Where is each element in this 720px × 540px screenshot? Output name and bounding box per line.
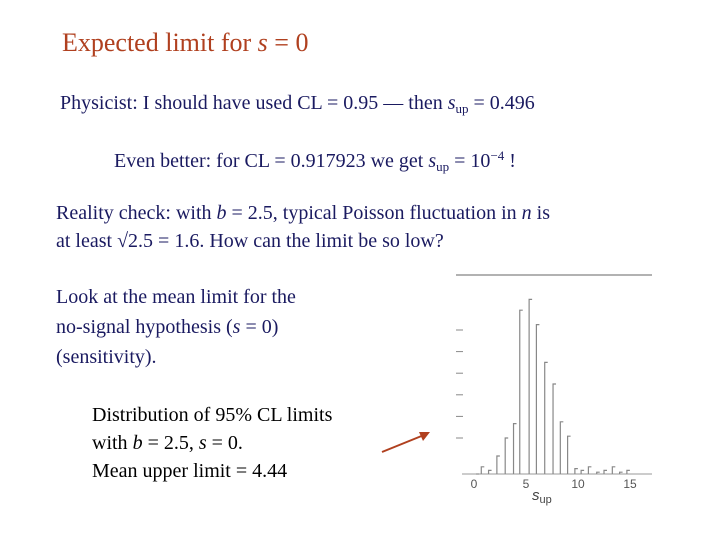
slide-title: Expected limit for s = 0 (62, 28, 309, 57)
arrow-icon (381, 432, 430, 453)
mean-limit-line-1: Look at the mean limit for the (56, 286, 296, 308)
histogram-bar (519, 309, 523, 474)
x-tick-label: 10 (571, 477, 585, 491)
sup-histogram: 0 5 10 15 sup (456, 274, 652, 506)
histogram-bar (619, 471, 623, 474)
histogram-bar (528, 298, 533, 474)
mean-limit-line-3: (sensitivity). (56, 346, 157, 368)
histogram-bar (603, 469, 607, 474)
x-ticks: 0 5 10 15 (471, 477, 637, 491)
reality-check-line-2: at least √2.5 = 1.6. How can the limit b… (56, 230, 444, 252)
histogram-bar (504, 437, 509, 474)
physicist-line: Physicist: I should have used CL = 0.95 … (60, 92, 535, 116)
histogram-bar (512, 423, 517, 474)
histogram-bar (480, 466, 485, 474)
distribution-line-2: with b = 2.5, s = 0. (92, 432, 243, 454)
histogram-bar (552, 383, 557, 474)
x-tick-label: 0 (471, 477, 478, 491)
histogram-bar (496, 455, 500, 474)
histogram-bar (580, 469, 585, 474)
histogram-bar (544, 361, 548, 474)
histogram-bar (559, 421, 564, 474)
histogram-bar (596, 471, 600, 474)
histogram-bar (566, 435, 571, 474)
histogram-bar (611, 466, 616, 474)
reality-check-line: Reality check: with b = 2.5, typical Poi… (56, 202, 551, 224)
y-ticks (456, 329, 463, 439)
histogram-bar (535, 323, 540, 474)
histogram-bar (574, 468, 578, 474)
distribution-line-1: Distribution of 95% CL limits (92, 404, 333, 426)
histogram-bar (626, 469, 630, 474)
mean-limit-line-2: no-signal hypothesis (s = 0) (56, 316, 279, 338)
x-tick-label: 5 (523, 477, 530, 491)
x-tick-label: 15 (623, 477, 637, 491)
histogram-bar (587, 466, 592, 474)
x-axis-title: sup (532, 487, 552, 506)
distribution-line-3: Mean upper limit = 4.44 (92, 460, 288, 482)
bars (476, 298, 630, 475)
even-better-line: Even better: for CL = 0.917923 we get su… (114, 148, 516, 174)
histogram-bar (487, 469, 492, 474)
